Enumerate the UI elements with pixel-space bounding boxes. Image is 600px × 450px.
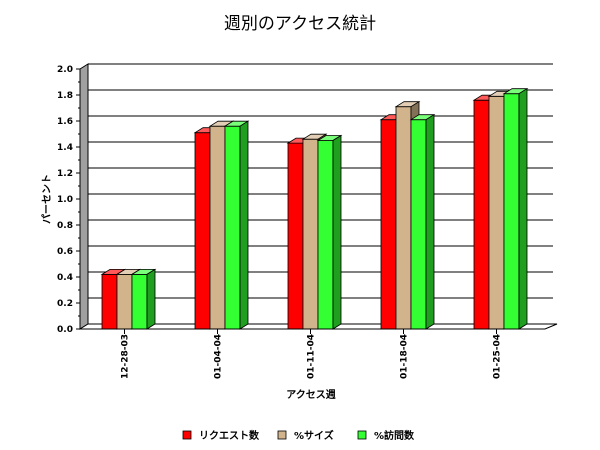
legend-label: リクエスト数 (199, 429, 260, 442)
bar-group (472, 87, 529, 330)
legend-swatch (277, 430, 287, 440)
chart-title: 週別のアクセス統計 (224, 14, 376, 34)
legend-item: %サイズ (277, 429, 334, 442)
y-tick-label: 1.0 (57, 195, 73, 205)
bar-side (239, 120, 249, 330)
bars (100, 87, 529, 330)
bar-front (224, 125, 241, 330)
bar-side (518, 87, 528, 330)
legend-item: リクエスト数 (182, 429, 260, 442)
y-tick-label: 0.8 (57, 221, 73, 231)
bar-front (131, 273, 148, 330)
bar-side (425, 113, 435, 330)
bar-front (503, 93, 520, 330)
y-tick-label: 1.8 (57, 91, 73, 101)
bar-front (473, 99, 490, 330)
bar-group (286, 133, 343, 330)
bar-front (209, 125, 226, 330)
y-tick-label: 2.0 (57, 65, 73, 75)
bar-side (146, 268, 156, 330)
bar (409, 113, 436, 330)
y-tick-label: 1.2 (57, 169, 73, 179)
legend-label: %訪問数 (374, 429, 415, 442)
y-tick-label: 0.2 (57, 299, 73, 309)
left-wall (79, 63, 89, 330)
y-axis-label: パーセント (41, 174, 53, 224)
bar-group (193, 120, 250, 330)
y-axis: 0.0 0.2 0.4 0.6 0.8 1.0 1.2 1.4 1.6 1.8 2.0 (57, 65, 81, 335)
bar-front (101, 273, 118, 330)
legend-swatch (182, 430, 192, 440)
bar-front (395, 106, 412, 330)
bar-front (380, 119, 397, 330)
y-tick-label: 0.0 (57, 325, 73, 335)
legend-label: %サイズ (294, 429, 334, 442)
bar (316, 134, 343, 330)
bar-front (317, 140, 334, 330)
bar-front (287, 142, 304, 330)
x-tick-label: 01-18-04 (400, 334, 410, 379)
x-tick-label: 01-25-04 (493, 334, 503, 379)
legend: リクエスト数 %サイズ %訪問数 (182, 429, 415, 442)
bar-front (302, 138, 319, 330)
x-tick-label: 01-11-04 (307, 334, 317, 379)
x-tick-label: 01-04-04 (214, 334, 224, 379)
bar-front (410, 119, 427, 330)
bar-side (332, 134, 342, 330)
bar-front (116, 273, 133, 330)
bar (502, 87, 529, 330)
y-tick-label: 1.6 (57, 117, 73, 127)
x-tick-label: 12-28-03 (121, 334, 131, 379)
x-axis: 12-28-03 01-04-04 01-11-04 01-18-04 01-25-04 (80, 328, 545, 379)
y-tick-label: 0.6 (57, 247, 73, 257)
bar-front (488, 95, 505, 330)
legend-item: %訪問数 (357, 429, 415, 442)
bar (223, 120, 250, 330)
bar-group (100, 268, 157, 330)
y-tick-label: 0.4 (57, 273, 73, 283)
x-axis-label: アクセス週 (286, 389, 336, 401)
bar-group (379, 100, 436, 330)
bar (130, 268, 157, 330)
bar-front (194, 132, 211, 330)
legend-swatch (357, 430, 367, 440)
y-tick-label: 1.4 (57, 143, 73, 153)
